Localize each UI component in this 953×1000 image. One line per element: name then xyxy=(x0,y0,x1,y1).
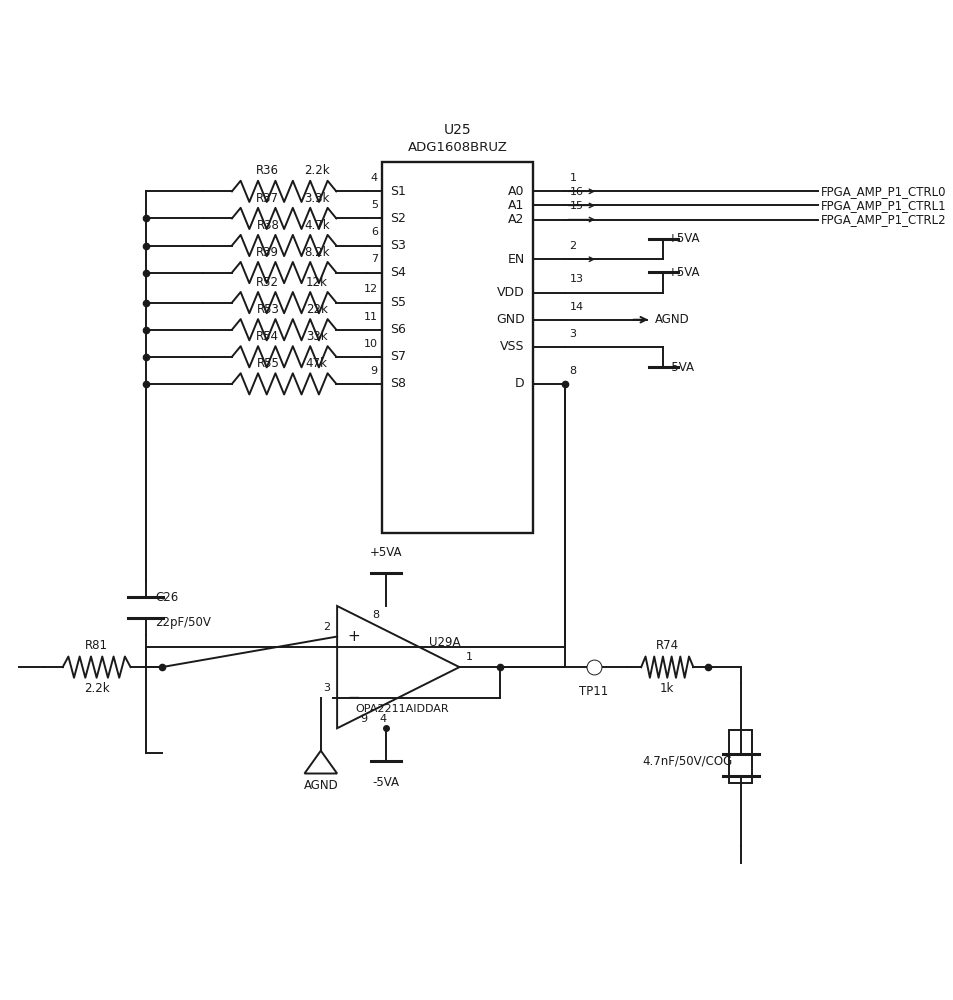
Text: GND: GND xyxy=(496,313,524,326)
Text: FPGA_AMP_P1_CTRL2: FPGA_AMP_P1_CTRL2 xyxy=(821,213,946,226)
Text: D: D xyxy=(515,377,524,390)
Text: S1: S1 xyxy=(390,185,406,198)
Text: 6: 6 xyxy=(371,227,377,237)
Text: R81: R81 xyxy=(85,639,108,652)
Text: 5: 5 xyxy=(371,200,377,210)
Text: 3.3k: 3.3k xyxy=(304,192,329,205)
Text: -5VA: -5VA xyxy=(666,361,694,374)
Text: 4: 4 xyxy=(371,173,377,183)
Text: 8.2k: 8.2k xyxy=(304,246,329,259)
Text: FPGA_AMP_P1_CTRL0: FPGA_AMP_P1_CTRL0 xyxy=(821,185,946,198)
Text: R55: R55 xyxy=(256,357,279,370)
Text: 12k: 12k xyxy=(306,276,327,289)
Text: A2: A2 xyxy=(508,213,524,226)
Text: 33k: 33k xyxy=(306,330,327,343)
Text: 3: 3 xyxy=(569,329,576,339)
Text: +5VA: +5VA xyxy=(666,266,700,279)
Text: +5VA: +5VA xyxy=(666,232,700,245)
Text: U25: U25 xyxy=(443,123,471,137)
Text: EN: EN xyxy=(507,253,524,266)
Text: 2.2k: 2.2k xyxy=(84,682,110,695)
Text: 9: 9 xyxy=(371,366,377,376)
Polygon shape xyxy=(336,606,459,728)
Bar xyxy=(728,730,751,783)
Text: OPA2211AIDDAR: OPA2211AIDDAR xyxy=(355,704,449,714)
Text: S2: S2 xyxy=(390,212,406,225)
Text: R52: R52 xyxy=(256,276,279,289)
Text: 4.7k: 4.7k xyxy=(304,219,329,232)
Text: R37: R37 xyxy=(256,192,279,205)
Text: AGND: AGND xyxy=(303,779,337,792)
Text: 4.7nF/50V/COG: 4.7nF/50V/COG xyxy=(641,754,732,767)
Text: +: + xyxy=(347,629,359,644)
Text: 1: 1 xyxy=(569,173,576,183)
Text: U29A: U29A xyxy=(429,636,460,649)
Text: 2: 2 xyxy=(323,622,331,632)
Text: R54: R54 xyxy=(256,330,279,343)
Text: R53: R53 xyxy=(256,303,279,316)
Text: S8: S8 xyxy=(390,377,406,390)
Text: 16: 16 xyxy=(569,187,583,197)
Text: 15: 15 xyxy=(569,201,583,211)
Text: A1: A1 xyxy=(508,199,524,212)
Bar xyxy=(381,162,532,533)
Text: C26: C26 xyxy=(155,591,178,604)
Text: 12: 12 xyxy=(363,284,377,294)
Text: R74: R74 xyxy=(655,639,679,652)
Text: +5VA: +5VA xyxy=(370,546,402,559)
Text: 10: 10 xyxy=(363,339,377,349)
Text: 9: 9 xyxy=(360,714,367,724)
Text: 14: 14 xyxy=(569,302,583,312)
Text: S7: S7 xyxy=(390,350,406,363)
Text: S5: S5 xyxy=(390,296,406,309)
Text: 3: 3 xyxy=(323,683,331,693)
Text: 1k: 1k xyxy=(659,682,674,695)
Text: ADG1608BRUZ: ADG1608BRUZ xyxy=(407,141,507,154)
Text: 22pF/50V: 22pF/50V xyxy=(155,616,211,629)
Text: −: − xyxy=(347,690,359,705)
Text: 47k: 47k xyxy=(306,357,327,370)
Text: A0: A0 xyxy=(508,185,524,198)
Text: 13: 13 xyxy=(569,274,583,284)
Text: VDD: VDD xyxy=(497,286,524,299)
Text: TP11: TP11 xyxy=(578,685,608,698)
Text: 2: 2 xyxy=(569,241,576,251)
Text: -5VA: -5VA xyxy=(372,776,399,789)
Text: 1: 1 xyxy=(465,652,473,662)
Text: 7: 7 xyxy=(371,254,377,264)
Text: 11: 11 xyxy=(363,312,377,322)
Text: R38: R38 xyxy=(256,219,279,232)
Text: S6: S6 xyxy=(390,323,406,336)
Text: VSS: VSS xyxy=(499,340,524,353)
Text: 8: 8 xyxy=(569,366,576,376)
Text: FPGA_AMP_P1_CTRL1: FPGA_AMP_P1_CTRL1 xyxy=(821,199,946,212)
Text: S3: S3 xyxy=(390,239,406,252)
Text: R39: R39 xyxy=(256,246,279,259)
Text: R36: R36 xyxy=(256,164,279,177)
Text: 2.2k: 2.2k xyxy=(304,164,329,177)
Text: 4: 4 xyxy=(379,714,387,724)
Text: S4: S4 xyxy=(390,266,406,279)
Text: AGND: AGND xyxy=(655,313,689,326)
Text: 8: 8 xyxy=(372,610,378,620)
Text: 22k: 22k xyxy=(306,303,327,316)
